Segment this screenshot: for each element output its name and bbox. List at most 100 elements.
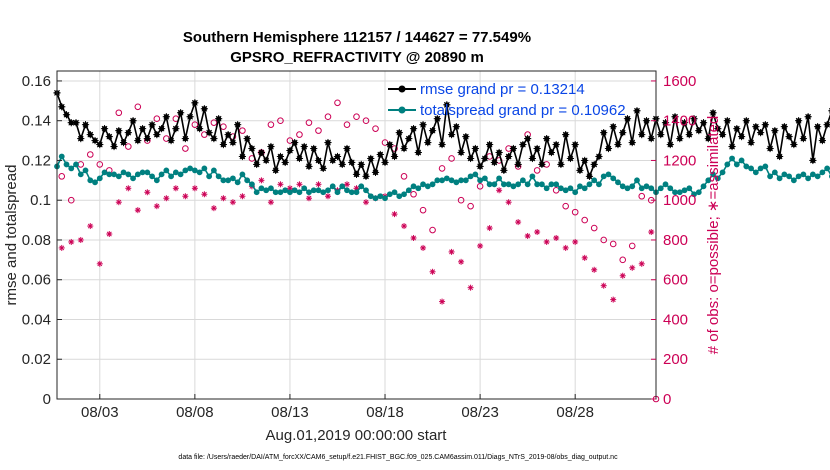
rmse-point-star [381, 158, 389, 167]
obs-possible-point [220, 123, 227, 130]
obs-assimilated-point [562, 244, 569, 251]
obs-possible-point [267, 121, 275, 128]
rmse-point-star [585, 172, 594, 180]
obs-assimilated-point [324, 193, 331, 200]
rmse-point-star [785, 133, 793, 141]
rmse-point-star [200, 105, 208, 113]
rmse-point-star [671, 113, 679, 121]
rmse-point-star [162, 113, 170, 121]
obs-assimilated-point [439, 298, 446, 305]
legend-rmse-label: rmse grand pr = 0.13214 [420, 81, 585, 98]
spread-point [187, 165, 194, 172]
rmse-point-star [100, 125, 109, 133]
obs-assimilated-point [172, 185, 179, 192]
rmse-point-star [215, 115, 223, 123]
spread-point [752, 169, 759, 176]
obs-possible-point [96, 161, 104, 168]
spread-point [591, 177, 598, 184]
spread-point [225, 177, 232, 184]
y-right-tick-label: 1000 [663, 192, 696, 209]
spread-point [496, 175, 503, 182]
y-tick-label: 0.06 [22, 272, 51, 289]
rmse-point-star [181, 134, 189, 143]
spread-point [410, 183, 417, 190]
spread-point [234, 179, 241, 186]
rmse-point-star [699, 119, 708, 127]
rmse-point-star [562, 131, 570, 139]
x-tick-label: 08/18 [366, 404, 404, 421]
obs-assimilated-point [58, 244, 65, 251]
rmse-point-star [81, 121, 90, 129]
rmse-point-star [167, 136, 175, 145]
rmse-point-star [115, 127, 123, 135]
rmse-point-star [386, 140, 394, 149]
spread-point [130, 175, 136, 182]
obs-assimilated-point [315, 181, 322, 188]
rmse-point-star [291, 138, 299, 147]
rmse-point-star [419, 121, 427, 129]
obs-possible-point [362, 117, 370, 124]
grid [57, 71, 656, 399]
spread-point [448, 177, 455, 184]
x-tick-label: 08/08 [176, 404, 214, 421]
spread-point [757, 165, 764, 172]
rmse-point-star [547, 148, 556, 157]
rmse-point-star [172, 125, 180, 133]
legend-spread-marker [398, 106, 406, 114]
spread-point [163, 167, 170, 174]
spread-point [268, 185, 274, 192]
obs-assimilated-point [115, 199, 122, 206]
rmse-point-star [376, 150, 384, 159]
obs-possible-point [372, 125, 379, 132]
obs-assimilated-point [505, 199, 512, 206]
obs-possible-point [324, 113, 332, 121]
spread-point [82, 167, 89, 174]
y-axis-ticks: 0 0.02 0.04 0.06 0.08 0.1 0.12 0.14 0.16 [22, 73, 62, 408]
obs-assimilated-point [458, 258, 465, 265]
rmse-point-star [238, 152, 247, 161]
spread-point [405, 187, 412, 194]
rmse-point-star [595, 152, 603, 161]
legend-spread-label: totalspread grand pr = 0.10962 [420, 102, 626, 119]
rmse-point-star [443, 101, 451, 109]
spread-point [643, 183, 650, 190]
rmse-point-star [647, 134, 655, 143]
spread-point [790, 177, 797, 184]
obs-possible-point [571, 208, 579, 216]
spread-point [800, 171, 807, 178]
spread-point [567, 185, 574, 192]
rmse-point-star [519, 140, 527, 149]
rmse-point-star [134, 136, 142, 145]
obs-assimilated-point [467, 284, 474, 291]
spread-point [472, 171, 479, 178]
obs-assimilated-point [477, 242, 484, 249]
rmse-point-star [495, 148, 503, 157]
spread-point [743, 163, 750, 170]
spread-point [229, 175, 236, 182]
rmse-point-star [766, 144, 774, 153]
x-tick-label: 08/23 [461, 404, 499, 421]
rmse-point-star [695, 127, 703, 135]
rmse-point-star [295, 154, 304, 163]
spread-point [206, 173, 213, 180]
obs-possible-point [562, 202, 569, 210]
rmse-point-star [305, 162, 313, 171]
spread-point [73, 161, 79, 168]
rmse-point-star [257, 148, 266, 157]
obs-assimilated-point [534, 229, 541, 236]
spread-point [149, 173, 155, 180]
spread-point [253, 189, 260, 196]
rmse-point-star [566, 154, 575, 163]
spread-point [577, 183, 583, 190]
obs-possible-point [334, 99, 341, 107]
spread-point [353, 189, 360, 196]
obs-assimilated-point [638, 260, 645, 267]
obs-possible-point [182, 145, 189, 152]
rmse-point-star [619, 129, 627, 137]
y-axis-right-label: # of obs: o=possible; ∗=assimilated [705, 116, 722, 355]
rmse-point-star [348, 158, 356, 167]
rmse-point-star [62, 111, 71, 119]
rmse-point-star [409, 125, 418, 133]
obs-assimilated-point [524, 232, 531, 239]
obs-assimilated-point [153, 203, 160, 210]
